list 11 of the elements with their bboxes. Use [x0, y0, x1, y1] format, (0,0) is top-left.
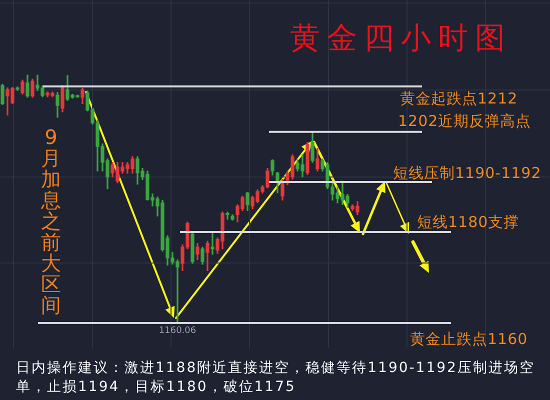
ref-line-label: 黄金止跌点1160 [410, 330, 528, 348]
text: 黄金四小时图 [289, 20, 513, 58]
candlestick [226, 212, 230, 220]
annotation: 1160.06 [158, 326, 196, 336]
text: 9月加息之前大区间 [41, 125, 61, 317]
text: 日内操作建议：激进1188附近直接进空，稳健等待1190-1192压制进场空单，止损1194，目标1180，破位1175 [16, 359, 536, 397]
candlestick [210, 232, 214, 255]
ref-line-label: 1202近期反弹高点 [398, 112, 532, 130]
ref-line-label: 黄金起跌点1212 [400, 89, 518, 108]
ref-line-label: 短线压制1190-1192 [393, 164, 542, 182]
ref-line-label: 短线1180支撑 [417, 212, 520, 231]
